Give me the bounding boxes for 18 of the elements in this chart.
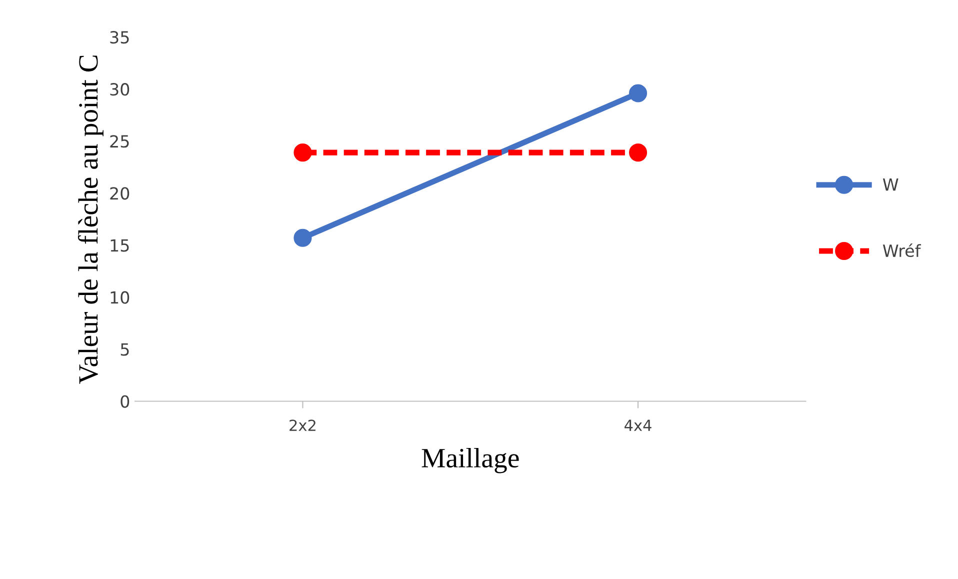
y-tick-label: 35: [110, 31, 129, 44]
point: [294, 228, 312, 247]
y-tick-label: 0: [120, 395, 130, 408]
y-tick-label: 30: [110, 83, 130, 96]
y-axis-title: Valeur de la flèche au point C: [78, 56, 104, 384]
point: [294, 144, 312, 162]
x-tick-label: 4x4: [624, 420, 652, 431]
x-tick-label: 2x2: [290, 420, 316, 431]
x-axis-title: Maillage: [422, 448, 519, 474]
y-tick-label: 15: [110, 239, 129, 252]
point: [629, 84, 648, 102]
y-tick-label: 5: [120, 343, 129, 356]
y-tick-label: 25: [110, 135, 129, 148]
point: [629, 144, 648, 162]
legend-label: W: [882, 178, 898, 191]
y-tick-label: 10: [110, 291, 130, 304]
legend-label: Wréf: [882, 243, 922, 258]
y-tick-label: 20: [110, 187, 130, 200]
